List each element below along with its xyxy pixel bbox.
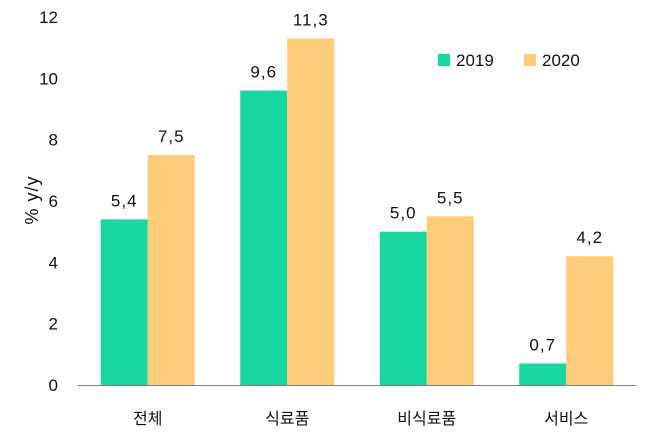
category-label: 비식료품 xyxy=(397,409,456,428)
y-axis-label: % y/y xyxy=(22,175,42,224)
bar-2020-2 xyxy=(426,216,474,385)
bar-2020-1 xyxy=(287,38,335,385)
bar-2019-0 xyxy=(100,219,148,385)
y-tick-label: 12 xyxy=(39,8,58,27)
category-label: 서비스 xyxy=(544,409,588,428)
y-tick-label: 2 xyxy=(49,315,58,334)
y-tick-label: 0 xyxy=(49,376,58,395)
y-tick-label: 6 xyxy=(49,192,58,211)
bar-2019-2 xyxy=(379,231,427,385)
legend-swatch-2019 xyxy=(438,54,450,66)
legend: 2019 2020 xyxy=(438,51,580,70)
y-tick-label: 8 xyxy=(49,131,58,150)
legend-label: 2020 xyxy=(542,51,580,70)
bar-2019-3 xyxy=(519,363,567,385)
category-label: 전체 xyxy=(133,409,162,428)
data-label: 5,4 xyxy=(111,191,138,210)
bar-2020-0 xyxy=(147,155,195,385)
legend-label: 2019 xyxy=(456,51,494,70)
bar-2020-3 xyxy=(566,256,614,385)
category-labels: 전체 식료품 비식료품 서비스 xyxy=(133,409,588,428)
y-tick-label: 4 xyxy=(49,253,58,272)
data-label: 0,7 xyxy=(529,336,556,355)
legend-swatch-2020 xyxy=(524,54,536,66)
data-label: 7,5 xyxy=(158,127,185,146)
category-label: 식료품 xyxy=(265,409,309,428)
bar-2019-1 xyxy=(240,90,288,385)
data-labels: 5,4 9,6 5,0 0,7 7,5 11,3 5,5 4,2 xyxy=(111,10,603,355)
data-label: 5,0 xyxy=(390,204,417,223)
y-tick-label: 10 xyxy=(39,69,58,88)
bars xyxy=(100,38,614,385)
y-axis-ticks: 0 2 4 6 8 10 12 xyxy=(39,8,58,395)
data-label: 9,6 xyxy=(250,63,277,82)
data-label: 4,2 xyxy=(576,228,603,247)
data-label: 5,5 xyxy=(437,188,464,207)
data-label: 11,3 xyxy=(293,10,329,29)
